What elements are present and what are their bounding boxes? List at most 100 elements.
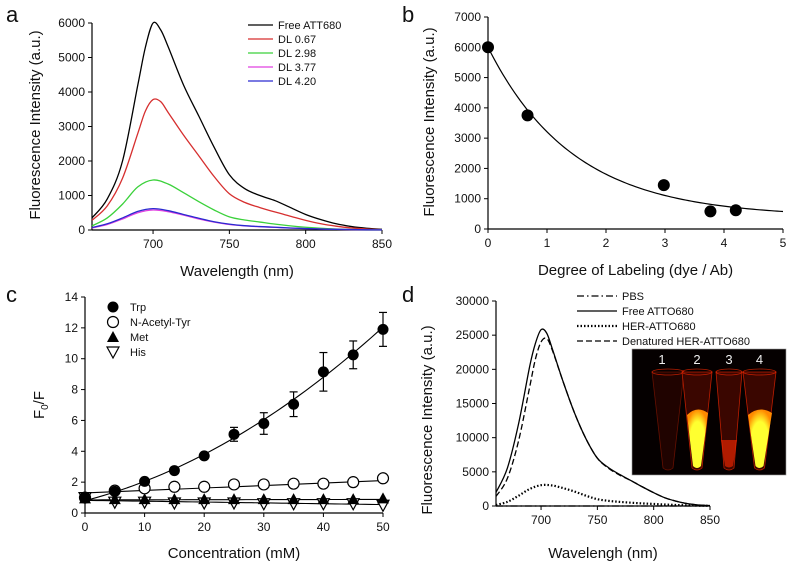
y-tick-label: 4000	[454, 101, 481, 115]
marker-triangle-up	[168, 493, 181, 505]
fit-curve	[487, 47, 784, 213]
marker-triangle-up	[257, 493, 270, 505]
legend-label: DL 4.20	[278, 76, 316, 88]
y-axis-label: Fluorescence Intensity (a.u.)	[419, 325, 436, 514]
x-axis-label: Wavelength (nm)	[180, 263, 294, 280]
y-tick-label: 15000	[456, 397, 490, 411]
y-axis-label: Fluorescence Intensity (a.u.)	[421, 27, 438, 216]
y-tick-label: 14	[65, 290, 79, 304]
subscript: 0	[40, 404, 51, 410]
rest: /F	[31, 391, 48, 404]
marker-triangle-up	[107, 331, 119, 342]
tube	[651, 371, 685, 471]
x-tick-label: 850	[372, 237, 392, 251]
marker-filled-circle	[79, 492, 91, 504]
data-point	[704, 205, 717, 218]
marker-open-circle	[257, 478, 270, 491]
marker-filled-circle	[168, 465, 180, 477]
data-point	[729, 204, 742, 217]
y-tick-label: 3000	[58, 120, 85, 134]
legend-label: DL 3.77	[278, 62, 316, 74]
x-tick-label: 700	[531, 513, 551, 527]
y-tick-label: 1000	[58, 189, 85, 203]
tube-glow	[721, 440, 737, 468]
y-tick-label: 5000	[58, 51, 85, 65]
y-tick-label: 0	[71, 506, 78, 520]
x-tick-label: 1	[544, 236, 551, 250]
inset-photo: 1 2 3 4	[631, 348, 787, 476]
x-tick-label: 750	[219, 237, 239, 251]
y-tick-label: 4	[71, 444, 78, 458]
marker-open-circle	[376, 472, 390, 485]
marker-triangle-down	[105, 346, 121, 360]
y-tick-label: 2000	[454, 161, 481, 175]
legend-label: Trp	[130, 302, 146, 314]
y-axis-label: Fluorescence Intensity (a.u.)	[27, 30, 44, 219]
marker-filled-circle	[377, 323, 389, 335]
y-tick-label: 4000	[58, 85, 85, 99]
tube-glow	[687, 409, 708, 468]
chart-c: 0 10 20 30 40 50 0 2 4 6 8 10 12 14 Concentration (mM)…	[31, 290, 391, 562]
y-tick-label: 7000	[454, 10, 481, 24]
marker-open-circle	[227, 478, 241, 491]
marker-filled-circle	[109, 485, 121, 497]
y-tick-label: 0	[78, 223, 85, 237]
tube-cap	[742, 368, 777, 376]
x-tick-label: 800	[296, 237, 316, 251]
x-tick-label: 800	[644, 513, 664, 527]
panel-label-d: d	[402, 282, 414, 307]
y-tick-label: 30000	[456, 294, 490, 308]
tube-glow	[748, 409, 772, 468]
marker-open-circle	[317, 477, 330, 490]
panel-label-c: c	[6, 282, 17, 307]
x-tick-label: 4	[721, 236, 728, 250]
x-tick-label: 750	[587, 513, 607, 527]
x-tick-label: 30	[257, 520, 271, 534]
tube-label: 2	[693, 352, 700, 367]
series-line-dl-4-20	[91, 207, 383, 231]
y-tick-label: 2	[71, 475, 78, 489]
legend-label: DL 2.98	[278, 48, 316, 60]
y-tick-label: 3000	[454, 131, 481, 145]
y-tick-label: 25000	[456, 328, 490, 342]
legend-label: Free ATT680	[278, 20, 341, 32]
y-tick-label: 10	[65, 352, 79, 366]
y-tick-label: 12	[65, 321, 79, 335]
marker-filled-circle	[258, 418, 270, 430]
marker-filled-circle	[317, 366, 329, 378]
x-tick-label: 50	[376, 520, 390, 534]
chart-a: 700 750 800 850 0 1000 2000 3000 4000 5000 6000 Wav…	[27, 16, 392, 280]
panel-label-a: a	[6, 2, 19, 27]
marker-filled-circle	[288, 398, 300, 410]
marker-open-circle	[287, 477, 300, 490]
marker-triangle-up	[138, 493, 151, 505]
marker-open-circle	[198, 480, 211, 493]
chart-d: 700 750 800 850 0 5000 10000 15000 20000 25000 300…	[419, 291, 787, 562]
x-axis-label: Concentration (mM)	[168, 545, 301, 562]
panel-label-b: b	[402, 2, 414, 27]
tube-label: 1	[658, 352, 665, 367]
marker-triangle-up	[317, 493, 330, 505]
marker-filled-circle	[347, 349, 359, 361]
tube-label: 4	[756, 352, 763, 367]
y-tick-label: 10000	[456, 431, 490, 445]
y-tick-label: 0	[482, 499, 489, 513]
x-tick-label: 700	[143, 237, 163, 251]
legend-label: HER-ATTO680	[622, 321, 696, 333]
legend-label: N-Acetyl-Tyr	[130, 317, 191, 329]
marker-triangle-up	[377, 492, 389, 504]
x-tick-label: 850	[700, 513, 720, 527]
y-tick-label: 5000	[462, 465, 489, 479]
marker-triangle-up	[287, 493, 300, 505]
x-tick-label: 0	[82, 520, 89, 534]
marker-filled-circle	[228, 428, 240, 440]
marker-triangle-up	[228, 493, 240, 505]
chart-b: 0 1 2 3 4 5 0 1000 2000 3000 4000 5000 6000 7000 Degre…	[421, 10, 787, 279]
x-tick-label: 0	[485, 236, 492, 250]
x-tick-label: 5	[780, 236, 787, 250]
legend-label: Denatured HER-ATTO680	[622, 336, 750, 348]
x-tick-label: 10	[138, 520, 152, 534]
data-point	[482, 41, 494, 54]
legend-label: His	[130, 347, 146, 359]
